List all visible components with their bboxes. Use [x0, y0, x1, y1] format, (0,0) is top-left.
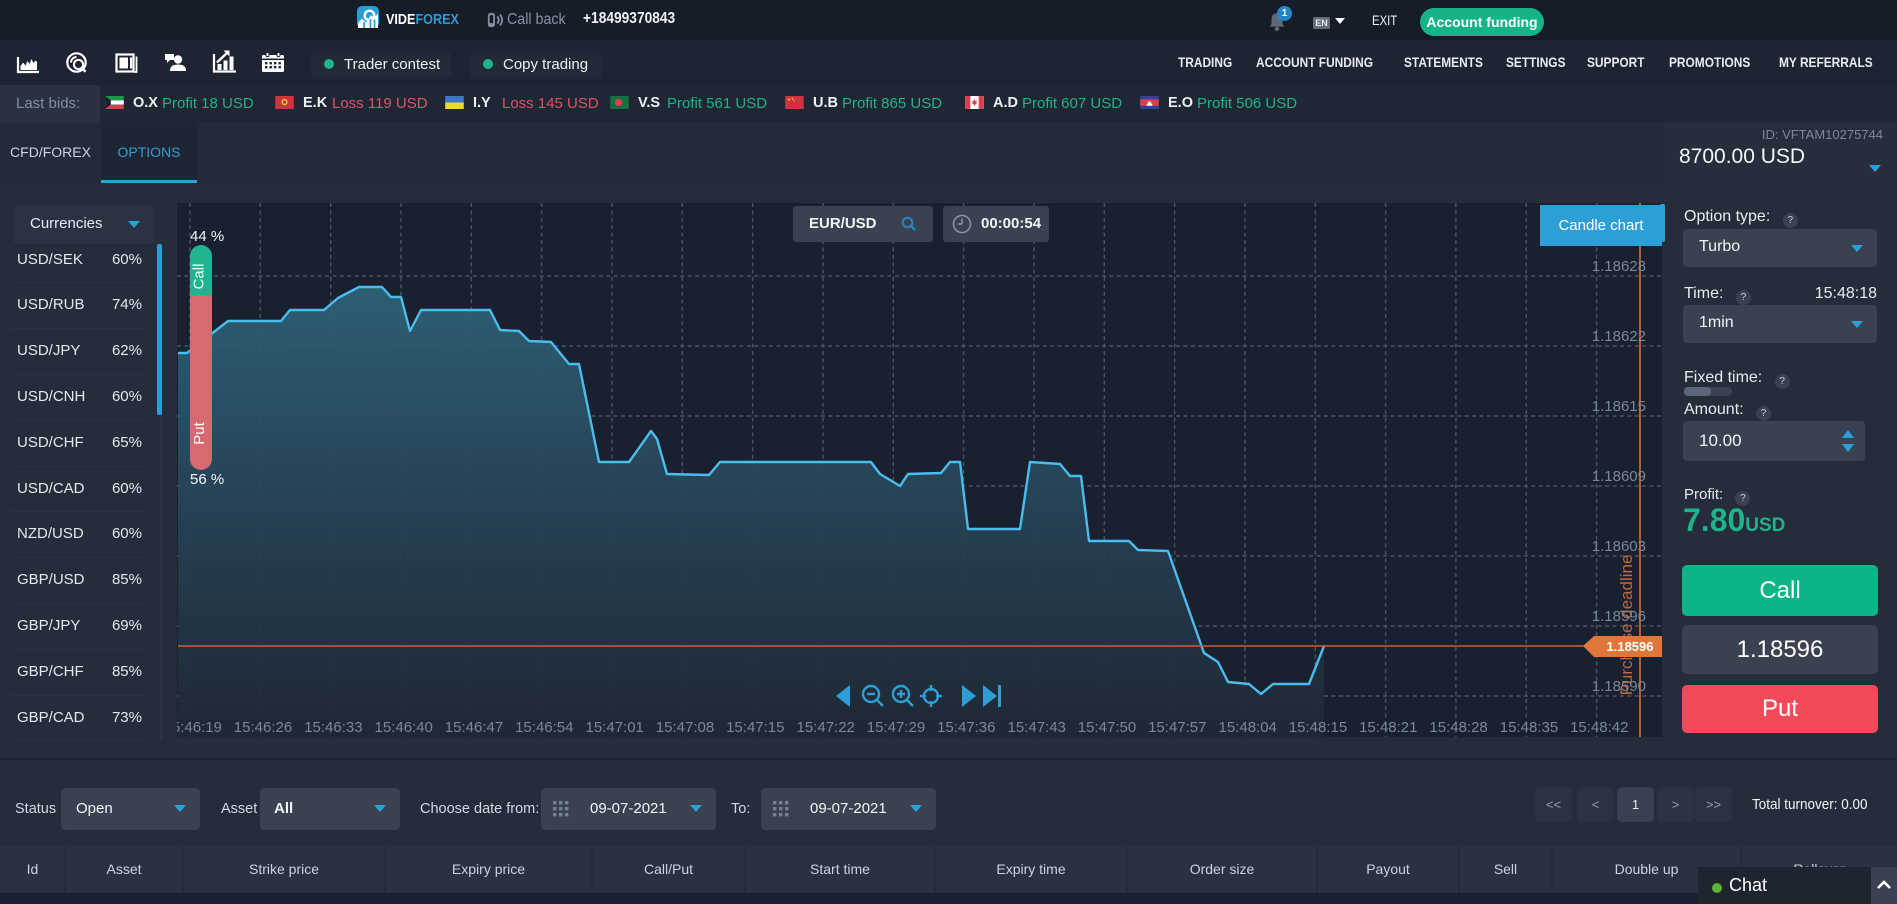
svg-text:15:48:35: 15:48:35 — [1500, 719, 1558, 736]
svg-text:15:47:01: 15:47:01 — [586, 719, 644, 736]
svg-text:15:47:36: 15:47:36 — [937, 719, 995, 736]
svg-text:15:47:22: 15:47:22 — [797, 719, 855, 736]
svg-text:15:46:33: 15:46:33 — [304, 719, 362, 736]
svg-text:15:48:21: 15:48:21 — [1359, 719, 1417, 736]
svg-text:15:47:29: 15:47:29 — [867, 719, 925, 736]
svg-text:1.18603: 1.18603 — [1592, 538, 1646, 555]
svg-text:15:46:19: 15:46:19 — [177, 719, 222, 736]
svg-text:15:46:40: 15:46:40 — [375, 719, 433, 736]
svg-text:1.18622: 1.18622 — [1592, 328, 1646, 345]
svg-text:15:48:28: 15:48:28 — [1429, 719, 1487, 736]
svg-text:1.18628: 1.18628 — [1592, 258, 1646, 275]
svg-text:15:46:54: 15:46:54 — [515, 719, 573, 736]
svg-text:15:46:47: 15:46:47 — [445, 719, 503, 736]
svg-text:Purchase deadline: Purchase deadline — [1617, 555, 1636, 696]
svg-text:15:47:15: 15:47:15 — [726, 719, 784, 736]
svg-text:15:48:04: 15:48:04 — [1219, 719, 1277, 736]
svg-text:15:48:15: 15:48:15 — [1289, 719, 1347, 736]
svg-text:15:47:08: 15:47:08 — [656, 719, 714, 736]
svg-text:15:47:57: 15:47:57 — [1148, 719, 1206, 736]
svg-text:1.18615: 1.18615 — [1592, 398, 1646, 415]
svg-text:1.18596: 1.18596 — [1592, 608, 1646, 625]
svg-text:15:48:42: 15:48:42 — [1570, 719, 1628, 736]
svg-text:15:47:50: 15:47:50 — [1078, 719, 1136, 736]
svg-text:1.18609: 1.18609 — [1592, 468, 1646, 485]
svg-text:1.18590: 1.18590 — [1592, 678, 1646, 695]
svg-text:15:47:43: 15:47:43 — [1008, 719, 1066, 736]
svg-text:1.18596: 1.18596 — [1607, 639, 1654, 654]
svg-text:15:46:26: 15:46:26 — [234, 719, 292, 736]
